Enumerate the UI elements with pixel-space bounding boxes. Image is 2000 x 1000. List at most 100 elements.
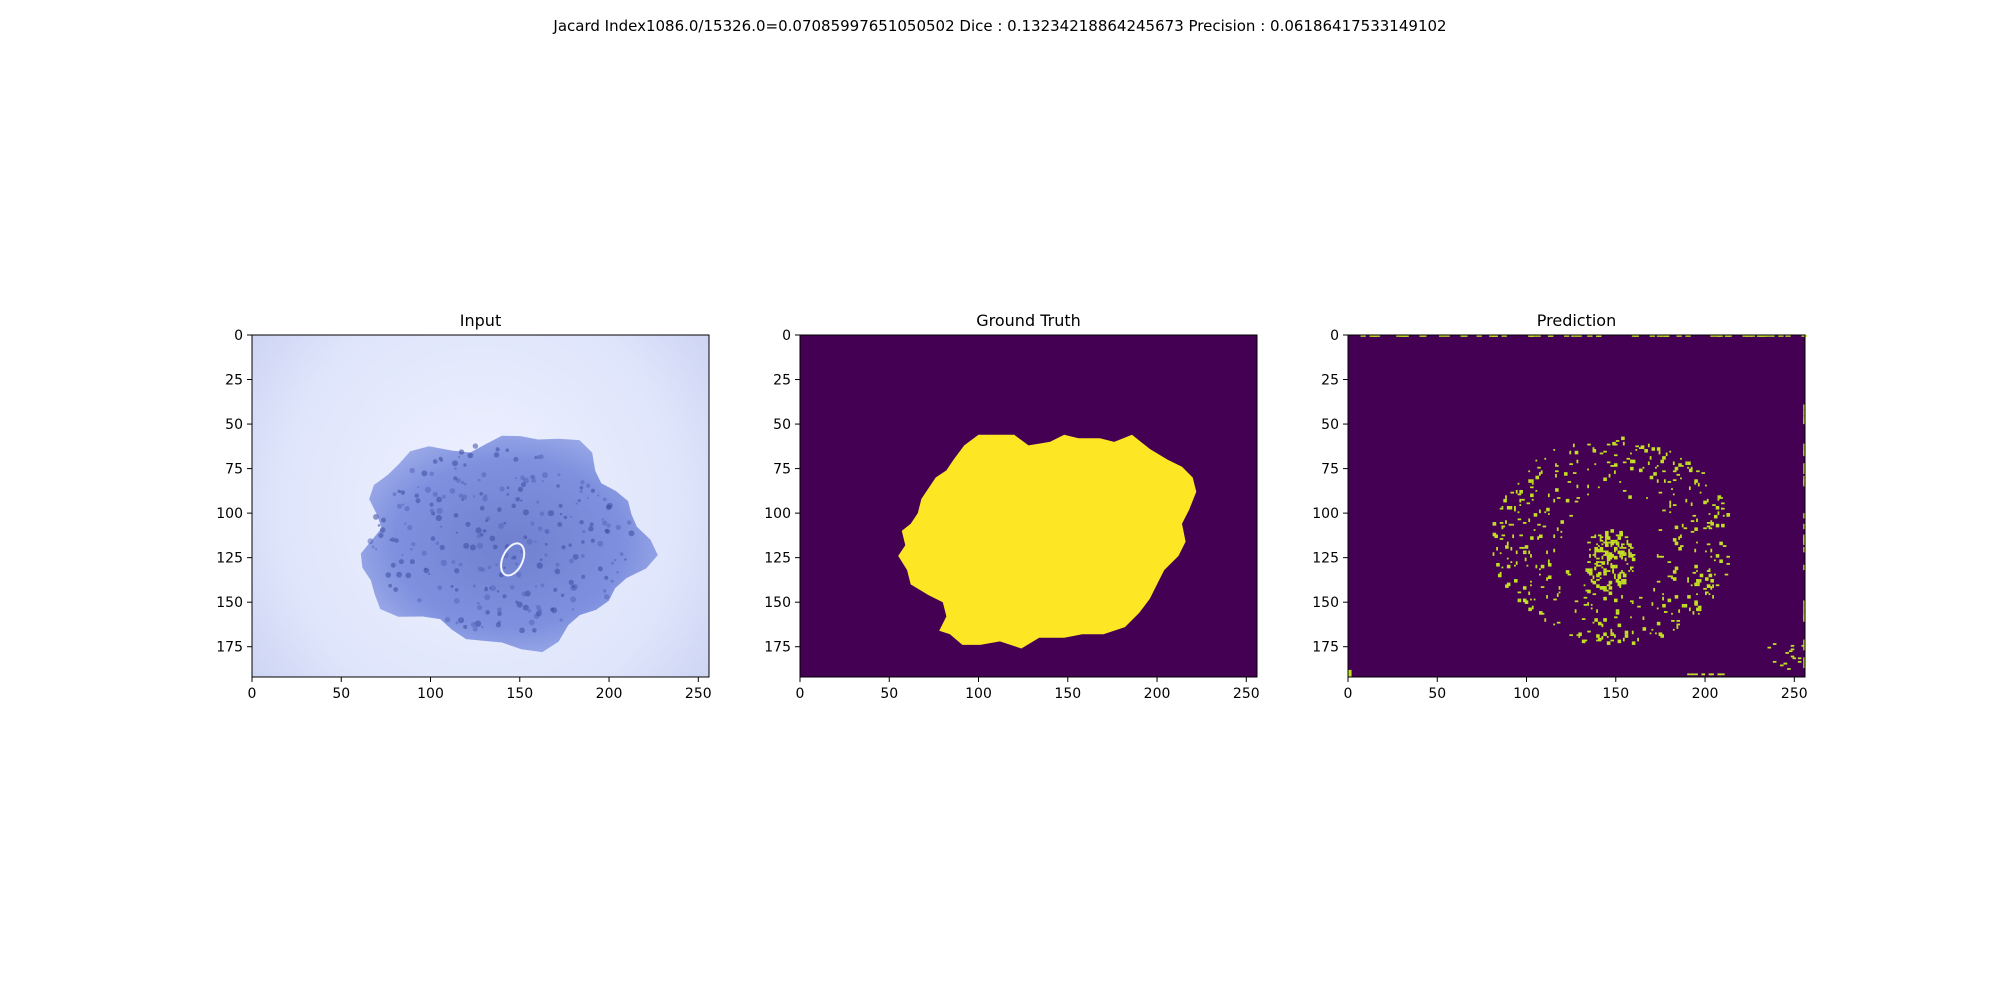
prediction-pixel	[1696, 593, 1698, 596]
y-tick-label: 0	[782, 328, 791, 344]
input-lesion-dot	[401, 503, 405, 506]
prediction-pixel	[1421, 335, 1427, 337]
prediction-pixel	[1692, 514, 1697, 517]
input-lesion-dot	[521, 591, 527, 597]
prediction-pixel	[1592, 447, 1595, 451]
input-lesion-dot	[615, 524, 621, 530]
prediction-pixel	[1708, 568, 1711, 572]
input-lesion-dot	[458, 562, 463, 567]
prediction-pixel	[1610, 564, 1614, 569]
prediction-pixel	[1574, 500, 1579, 503]
prediction-pixel	[1653, 472, 1657, 476]
prediction-pixel	[1631, 335, 1638, 337]
prediction-pixel	[1601, 623, 1604, 628]
input-lesion-dot	[435, 541, 440, 545]
prediction-pixel	[1514, 579, 1518, 583]
prediction-pixel	[1526, 564, 1529, 567]
input-lesion-dot	[439, 544, 445, 551]
input-lesion-dot	[417, 598, 422, 603]
prediction-pixel	[1590, 579, 1593, 581]
prediction-pixel	[1610, 628, 1613, 633]
prediction-pixel	[1622, 573, 1627, 576]
prediction-pixel	[1721, 497, 1723, 499]
prediction-pixel	[1787, 668, 1791, 670]
prediction-pixel	[1703, 500, 1707, 505]
prediction-pixel	[1510, 561, 1513, 563]
prediction-pixel	[1647, 443, 1650, 448]
prediction-pixel	[1540, 586, 1545, 588]
input-lesion-dot	[463, 624, 468, 629]
prediction-pixel	[1697, 482, 1700, 487]
input-lesion-dot	[602, 520, 608, 526]
prediction-pixel	[1678, 536, 1681, 540]
y-tick-label: 175	[216, 640, 243, 656]
input-lesion-dot	[405, 572, 412, 579]
prediction-pixel	[1660, 459, 1664, 464]
prediction-pixel	[1555, 470, 1559, 473]
input-lesion-dot	[429, 471, 435, 477]
y-tick-label: 175	[764, 640, 791, 656]
prediction-pixel	[1476, 335, 1482, 337]
prediction-pixel	[1558, 497, 1561, 499]
prediction-pixel	[1528, 550, 1531, 555]
prediction-pixel	[1524, 545, 1529, 549]
prediction-pixel	[1667, 481, 1672, 483]
prediction-pixel	[1540, 470, 1543, 474]
prediction-pixel	[1696, 570, 1698, 572]
input-lesion-dot	[597, 566, 603, 572]
input-lesion-dot	[616, 571, 619, 574]
input-lesion-dot	[589, 522, 594, 527]
input-lesion-dot	[568, 543, 572, 547]
prediction-pixel	[1533, 513, 1538, 517]
prediction-pixel	[1610, 639, 1614, 642]
prediction-pixel	[1599, 577, 1602, 580]
prediction-pixel	[1708, 593, 1711, 596]
prediction-pixel	[1630, 600, 1634, 603]
input-lesion-dot	[541, 479, 544, 483]
prediction-pixel	[1713, 573, 1716, 576]
input-lesion-dot	[484, 594, 491, 601]
prediction-pixel	[1638, 596, 1643, 599]
prediction-pixel	[1567, 481, 1572, 483]
prediction-pixel	[1769, 335, 1775, 337]
prediction-pixel	[1631, 630, 1634, 635]
input-lesion-dot	[531, 478, 537, 484]
input-lesion-dot	[579, 485, 584, 490]
prediction-pixel	[1687, 461, 1691, 466]
prediction-pixel	[1517, 511, 1520, 514]
y-tick-label: 75	[1321, 462, 1339, 478]
prediction-pixel	[1531, 482, 1534, 485]
prediction-pixel	[1642, 628, 1645, 631]
prediction-pixel	[1601, 543, 1604, 546]
prediction-pixel	[1601, 586, 1604, 588]
prediction-pixel	[1596, 561, 1598, 563]
prediction-pixel	[1499, 522, 1504, 524]
prediction-pixel	[1803, 657, 1806, 663]
prediction-pixel	[1608, 541, 1611, 544]
prediction-pixel	[1803, 418, 1806, 425]
input-lesion-dot	[367, 538, 374, 545]
prediction-pixel	[1613, 443, 1618, 446]
prediction-pixel	[1560, 536, 1563, 539]
y-tick-label: 25	[1321, 373, 1339, 389]
prediction-pixel	[1797, 660, 1802, 663]
prediction-pixel	[1676, 620, 1681, 622]
input-lesion-dot	[539, 558, 543, 562]
prediction-pixel	[1565, 498, 1570, 503]
input-lesion-dot	[398, 559, 404, 565]
prediction-pixel	[1622, 579, 1627, 583]
input-bubble	[500, 542, 526, 577]
prediction-pixel	[1672, 538, 1677, 542]
prediction-pixel	[1790, 648, 1795, 651]
input-lesion-dot	[515, 600, 519, 604]
prediction-pixel	[1606, 443, 1611, 446]
prediction-pixel	[1613, 616, 1618, 619]
input-lesion-dot	[396, 571, 402, 578]
prediction-pixel	[1705, 577, 1709, 581]
prediction-pixel	[1505, 495, 1507, 499]
prediction-pixel	[1680, 534, 1682, 539]
prediction-pixel	[1630, 466, 1634, 471]
axes-frame	[799, 334, 1258, 678]
prediction-pixel	[1613, 470, 1616, 474]
prediction-pixel	[1528, 607, 1532, 612]
